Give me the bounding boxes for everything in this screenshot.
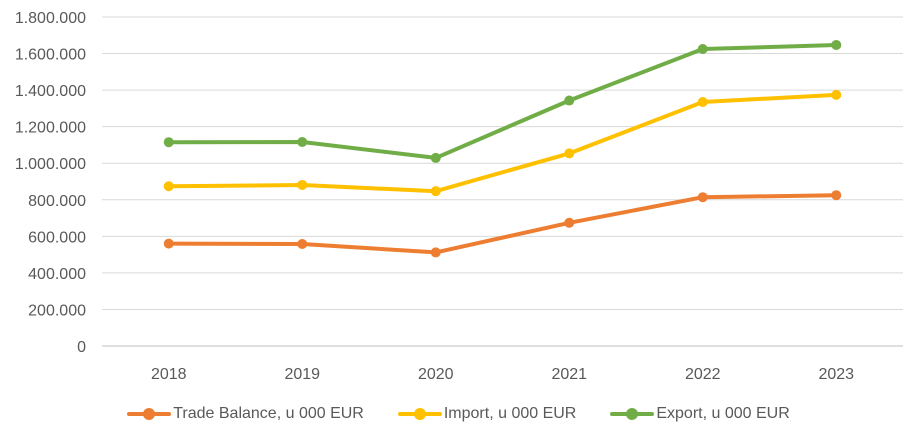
series-line-1	[166, 92, 839, 194]
data-point	[297, 179, 308, 190]
data-point	[831, 89, 842, 100]
gridlines	[102, 16, 903, 347]
series-line-2	[166, 43, 839, 160]
data-point	[297, 137, 308, 148]
x-tick-label: 2020	[418, 366, 454, 383]
y-tick-label: 0	[77, 339, 86, 356]
data-point	[697, 43, 708, 54]
data-point	[697, 96, 708, 107]
y-tick-label: 1.600.000	[15, 47, 86, 64]
x-tick-label: 2019	[284, 366, 320, 383]
data-point	[297, 239, 308, 250]
y-tick-label: 1.000.000	[15, 156, 86, 173]
data-point	[430, 152, 441, 163]
legend-item-trade-balance: Trade Balance, u 000 EUR	[127, 405, 364, 423]
x-axis: 2018 2019 2020 2021 2022 2023	[151, 366, 854, 383]
legend-swatch-trade-balance	[127, 407, 172, 421]
y-tick-label: 200.000	[28, 302, 86, 319]
y-tick-label: 800.000	[28, 193, 86, 210]
x-tick-label: 2023	[818, 366, 854, 383]
data-point	[163, 181, 174, 192]
x-tick-label: 2022	[685, 366, 721, 383]
x-tick-label: 2018	[151, 366, 187, 383]
legend-item-export: Export, u 000 EUR	[610, 405, 790, 423]
plot-area	[163, 39, 842, 258]
data-point	[831, 39, 842, 50]
x-tick-label: 2021	[551, 366, 587, 383]
series-line-0	[166, 193, 839, 255]
legend-swatch-import	[397, 407, 442, 421]
y-tick-label: 1.400.000	[15, 83, 86, 100]
legend-swatch-export	[610, 407, 655, 421]
legend-label-import: Import, u 000 EUR	[443, 405, 577, 422]
data-point	[831, 190, 842, 201]
legend-item-import: Import, u 000 EUR	[397, 405, 577, 423]
data-point	[564, 95, 575, 106]
legend: Trade Balance, u 000 EUR Import, u 000 E…	[0, 396, 917, 432]
y-tick-label: 1.800.000	[15, 10, 86, 27]
data-point	[430, 247, 441, 258]
legend-label-trade-balance: Trade Balance, u 000 EUR	[173, 405, 364, 422]
data-point	[430, 186, 441, 197]
data-point	[564, 217, 575, 228]
data-point	[564, 148, 575, 159]
data-point	[697, 192, 708, 203]
legend-label-export: Export, u 000 EUR	[656, 405, 790, 422]
y-tick-label: 600.000	[28, 229, 86, 246]
y-tick-label: 400.000	[28, 266, 86, 283]
y-axis: 0 200.000 400.000 600.000 800.000 1.000.000 1.…	[15, 10, 86, 356]
data-point	[163, 137, 174, 148]
y-tick-label: 1.200.000	[15, 120, 86, 137]
data-point	[163, 238, 174, 249]
